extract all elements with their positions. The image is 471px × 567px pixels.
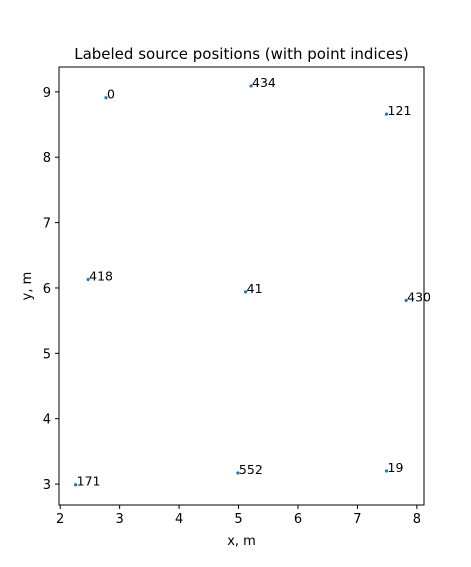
point-index-label: 171 [77,474,101,489]
plot-area-frame [59,67,424,505]
x-tick-label: 8 [413,512,421,527]
point-index-label: 0 [107,87,115,102]
y-tick-label: 6 [43,282,51,297]
y-tick-label: 3 [43,478,51,493]
scatter-points: 0 434 121 418 41 430 171 552 19 [74,75,431,489]
y-tick-label: 5 [43,347,51,362]
x-axis-label: x, m [227,534,256,549]
point-index-label: 552 [239,462,263,477]
point-index-label: 430 [407,289,431,304]
point-index-label: 434 [252,75,276,90]
x-tick-label: 7 [353,512,361,527]
x-tick-label: 3 [115,512,123,527]
x-tick-label: 5 [234,512,242,527]
y-axis-ticks: 3 4 5 6 7 8 9 [43,86,59,493]
point-index-label: 418 [89,268,113,283]
x-tick-label: 4 [175,512,183,527]
chart-title: Labeled source positions (with point ind… [74,45,409,63]
x-tick-label: 6 [294,512,302,527]
x-tick-label: 2 [56,512,64,527]
y-tick-label: 4 [43,413,51,428]
x-axis-ticks: 2 3 4 5 6 7 8 [56,505,421,527]
point-index-label: 121 [388,103,412,118]
y-tick-label: 9 [43,86,51,101]
point-index-label: 19 [388,460,404,475]
y-tick-label: 7 [43,217,51,232]
y-axis-label: y, m [20,272,35,301]
point-index-label: 41 [247,281,263,296]
y-tick-label: 8 [43,151,51,166]
